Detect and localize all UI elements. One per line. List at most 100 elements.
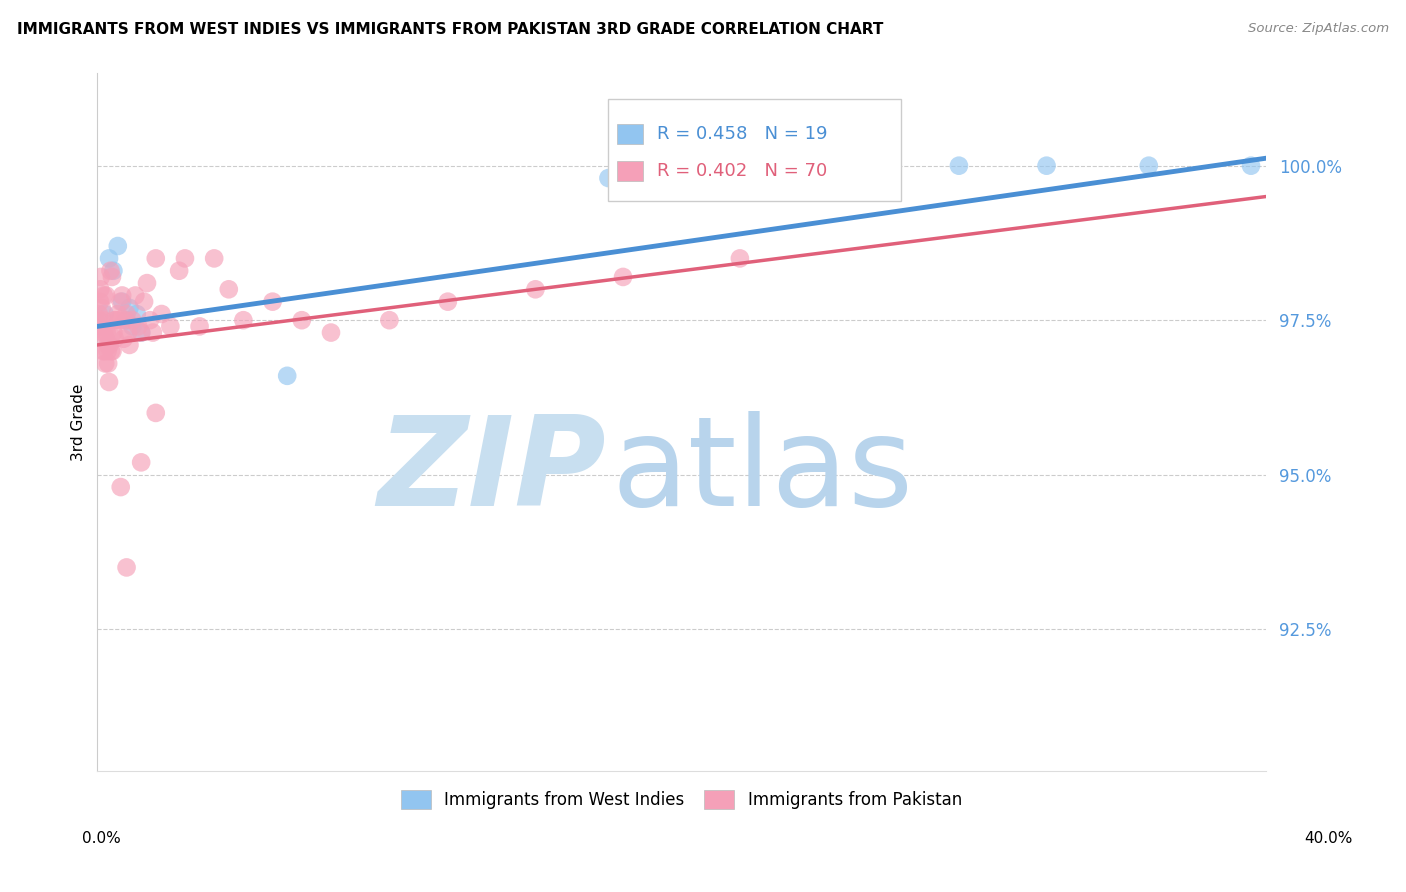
Point (87, 307, 110, 321)
Text: Source: ZipAtlas.com: Source: ZipAtlas.com (1249, 22, 1389, 36)
Point (90, 319, 112, 334)
Point (744, 165, 766, 179)
Point (124, 288, 146, 302)
Point (127, 319, 149, 334)
Point (121, 319, 143, 334)
Text: R = 0.458   N = 19: R = 0.458 N = 19 (657, 125, 828, 143)
Point (145, 406, 167, 420)
Text: IMMIGRANTS FROM WEST INDIES VS IMMIGRANTS FROM PAKISTAN 3RD GRADE CORRELATION CH: IMMIGRANTS FROM WEST INDIES VS IMMIGRANT… (17, 22, 883, 37)
Point (132, 294, 155, 309)
Point (94, 356, 117, 370)
Point (262, 294, 284, 309)
Point (202, 252, 225, 266)
Point (121, 313, 143, 327)
Point (98, 252, 121, 266)
Point (94, 332, 117, 346)
Point (104, 332, 127, 346)
Point (97, 344, 120, 359)
Point (96, 326, 118, 340)
Text: 0.0%: 0.0% (82, 831, 121, 846)
Text: ZIP: ZIP (377, 410, 606, 532)
Point (103, 326, 125, 340)
Point (612, 269, 634, 284)
Point (93, 326, 115, 340)
Point (100, 344, 122, 359)
Point (117, 326, 139, 340)
Point (218, 282, 240, 296)
Point (232, 313, 254, 327)
Point (291, 313, 314, 327)
Point (145, 252, 167, 266)
FancyBboxPatch shape (617, 124, 643, 144)
Point (98, 338, 121, 352)
Point (93, 288, 115, 302)
Point (104, 313, 127, 327)
Point (91, 326, 114, 340)
Point (110, 480, 132, 494)
Point (90, 301, 112, 315)
FancyBboxPatch shape (617, 161, 643, 180)
Point (115, 313, 138, 327)
Point (1035, 159, 1057, 173)
Point (89, 282, 111, 296)
Text: atlas: atlas (612, 410, 914, 532)
Point (118, 301, 141, 315)
Point (93, 344, 115, 359)
Text: R = 0.402   N = 70: R = 0.402 N = 70 (657, 161, 827, 180)
Point (728, 252, 751, 266)
Point (139, 313, 162, 327)
Point (174, 252, 197, 266)
Point (110, 294, 132, 309)
Point (167, 264, 190, 278)
Point (101, 344, 124, 359)
Legend: Immigrants from West Indies, Immigrants from Pakistan: Immigrants from West Indies, Immigrants … (394, 783, 969, 815)
Point (89, 313, 111, 327)
Point (100, 264, 122, 278)
Point (524, 282, 547, 296)
Point (111, 294, 134, 309)
Point (142, 326, 165, 340)
Point (188, 319, 211, 334)
Point (948, 159, 970, 173)
Point (89, 294, 111, 309)
Point (107, 307, 129, 321)
Point (136, 276, 159, 290)
Point (1240, 159, 1263, 173)
Point (94, 288, 117, 302)
Point (96, 338, 118, 352)
Point (159, 319, 181, 334)
Point (97, 356, 120, 370)
Point (115, 307, 138, 321)
Point (125, 307, 148, 321)
Point (129, 455, 152, 469)
Point (91, 313, 114, 327)
Point (103, 264, 125, 278)
Point (378, 313, 401, 327)
Point (114, 313, 136, 327)
Point (93, 307, 115, 321)
Point (91, 344, 114, 359)
Point (728, 159, 751, 173)
Point (598, 171, 620, 186)
Point (111, 288, 134, 302)
Point (101, 269, 124, 284)
Point (103, 313, 125, 327)
Point (107, 239, 129, 253)
Point (90, 269, 112, 284)
Point (1137, 159, 1160, 173)
Point (108, 313, 131, 327)
Text: 40.0%: 40.0% (1305, 831, 1353, 846)
Point (118, 338, 141, 352)
Point (319, 326, 342, 340)
Y-axis label: 3rd Grade: 3rd Grade (72, 384, 86, 461)
Point (150, 307, 173, 321)
FancyBboxPatch shape (607, 99, 901, 201)
Point (112, 332, 135, 346)
Point (98, 375, 121, 389)
Point (129, 326, 152, 340)
Point (437, 294, 460, 309)
Point (129, 326, 152, 340)
Point (875, 159, 897, 173)
Point (276, 368, 298, 383)
Point (115, 560, 138, 574)
